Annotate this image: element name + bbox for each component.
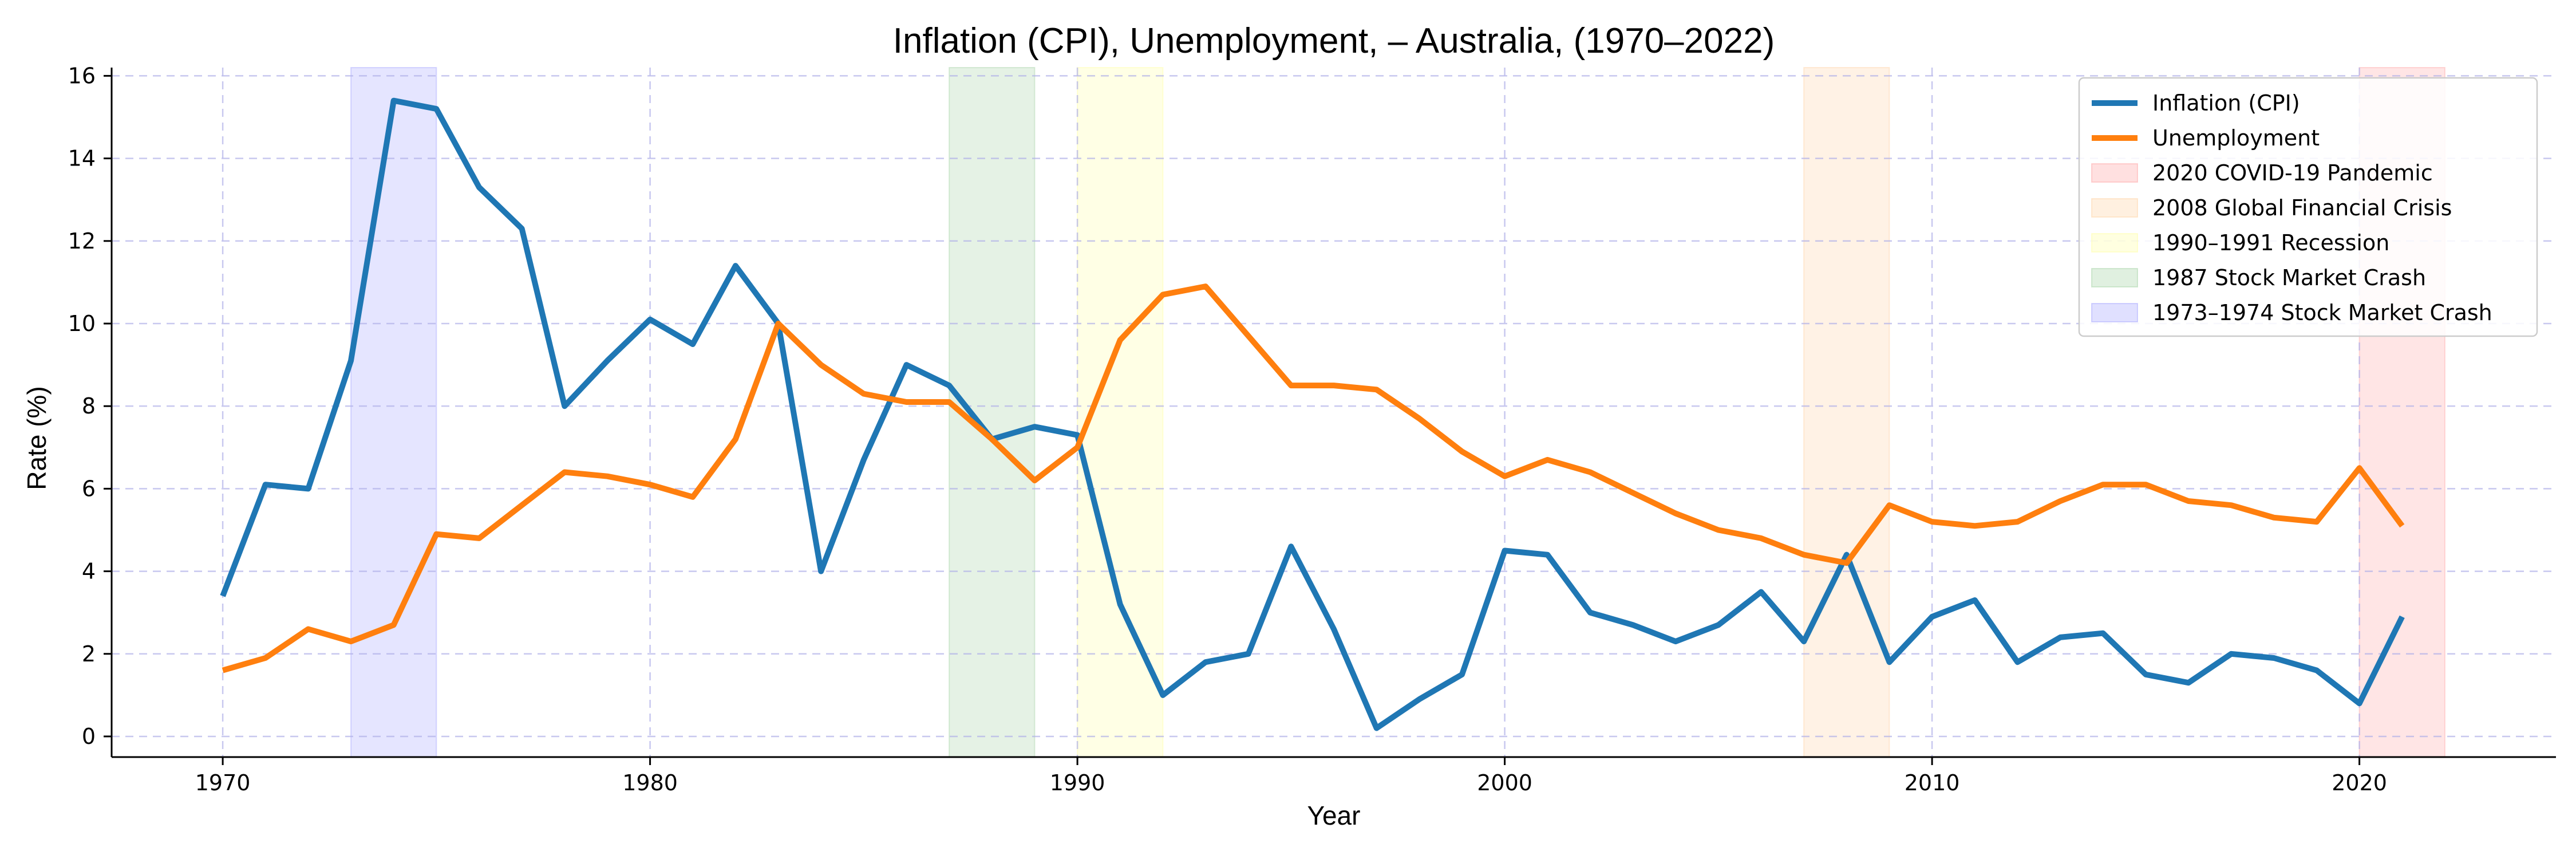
y-tick-label: 6: [82, 476, 96, 501]
legend-swatch-1973-1974-stock-market-crash: [2091, 303, 2138, 322]
x-axis-label: Year: [1307, 801, 1361, 830]
y-tick-label: 12: [68, 228, 96, 254]
legend-swatch-2020-covid-19-pandemic: [2091, 163, 2138, 183]
x-tick-label: 1990: [1050, 770, 1105, 795]
x-tick-label: 2020: [2332, 770, 2387, 795]
legend-swatch-2008-global-financial-crisis: [2091, 198, 2138, 218]
legend: Inflation (CPI) Unemployment 2020 COVID-19…: [2078, 77, 2538, 337]
y-tick-label: 0: [82, 724, 96, 749]
legend-label-inflation-cpi: Inflation (CPI): [2152, 90, 2300, 116]
legend-label-1973-1974-stock-market-crash: 1973–1974 Stock Market Crash: [2152, 300, 2492, 325]
legend-label-unemployment: Unemployment: [2152, 125, 2320, 151]
x-tick-label: 2010: [1905, 770, 1960, 795]
y-tick-label: 10: [68, 311, 96, 336]
legend-swatch-1987-stock-market-crash: [2091, 268, 2138, 287]
y-axis-label: Rate (%): [22, 386, 52, 490]
chart-title: Inflation (CPI), Unemployment, – Austral…: [893, 21, 1775, 61]
legend-swatch-1990-1991-recession: [2091, 233, 2138, 253]
y-tick-label: 16: [68, 63, 96, 88]
series-line-inflation-cpi: [220, 97, 2405, 731]
y-tick-label: 2: [82, 641, 96, 667]
x-tick-label: 1970: [195, 770, 251, 795]
legend-label-2020-covid-19-pandemic: 2020 COVID-19 Pandemic: [2152, 160, 2433, 186]
y-tick-label: 4: [82, 559, 96, 584]
plot-area: 0 2 4 6 8 10 12 14 16 1970 1980 1990 2000 2010 2020 Inf…: [68, 63, 2556, 795]
series-line-unemployment: [222, 283, 2405, 673]
x-tick-label: 2000: [1477, 770, 1532, 795]
y-tick-label: 8: [82, 393, 96, 419]
legend-box: [2078, 77, 2538, 337]
y-tick-label: 14: [68, 146, 96, 171]
legend-label-1990-1991-recession: 1990–1991 Recession: [2152, 230, 2389, 255]
legend-label-2008-global-financial-crisis: 2008 Global Financial Crisis: [2152, 195, 2452, 220]
x-tick-label: 1980: [622, 770, 678, 795]
shaded-region-2008-global-financial-crisis: [1803, 67, 1890, 758]
legend-label-1987-stock-market-crash: 1987 Stock Market Crash: [2152, 265, 2426, 290]
